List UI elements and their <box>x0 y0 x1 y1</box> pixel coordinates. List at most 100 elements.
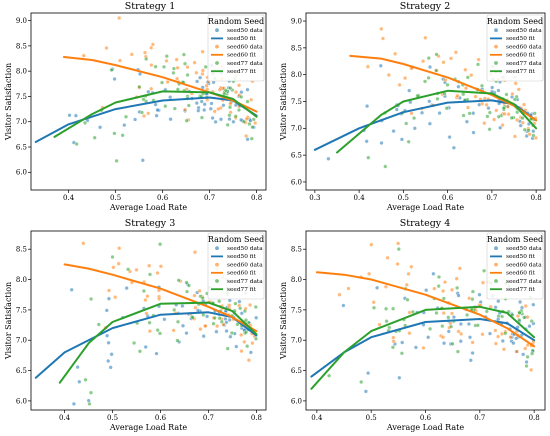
seed60-data-point <box>242 339 247 344</box>
seed77-data-point <box>181 52 186 57</box>
x-tick-label: 0.3 <box>309 194 320 202</box>
seed50-data-point <box>201 334 206 339</box>
legend-label: seed77 data <box>227 279 263 285</box>
seed60-data-point <box>506 112 511 117</box>
seed60-data-point <box>81 241 86 246</box>
seed50-data-point <box>231 119 236 124</box>
seed50-data-point <box>221 103 226 108</box>
seed60-data-point <box>171 328 176 333</box>
seed60-data-point <box>185 64 190 70</box>
seed60-data-point <box>244 116 249 121</box>
seed50-data-point <box>486 105 491 111</box>
seed60-data-point <box>441 60 446 65</box>
seed77-data-point <box>249 136 254 141</box>
seed50-data-point <box>67 113 72 118</box>
seed77-data-point <box>366 155 371 160</box>
seed77-data-point <box>147 272 153 277</box>
seed77-data-point <box>159 80 165 85</box>
seed77-data-point <box>445 82 450 87</box>
x-tick-label: 0.4 <box>311 414 323 422</box>
legend-label: seed60 fit <box>506 271 536 277</box>
seed60-data-point <box>441 311 446 316</box>
legend-label: seed50 data <box>506 246 542 252</box>
legend-title: Random Seed <box>487 235 543 244</box>
seed77-data-point <box>384 306 389 311</box>
seed60-data-point <box>192 60 197 65</box>
y-tick-label: 7.5 <box>16 306 27 314</box>
seed60-data-point <box>456 329 461 334</box>
seed50-data-point <box>168 117 173 122</box>
seed50-data-point <box>146 89 151 94</box>
seed50-data-point <box>202 102 207 107</box>
seed50-data-point <box>71 401 76 406</box>
seed60-data-point <box>443 77 448 83</box>
legend-label: seed60 fit <box>506 53 536 59</box>
seed60-data-point <box>442 280 448 285</box>
seed77-data-point <box>109 67 114 73</box>
seed50-data-point <box>124 286 129 291</box>
x-tick-label: 0.7 <box>204 194 215 202</box>
seed50-data-point <box>458 321 463 327</box>
seed50-data-point <box>239 311 244 316</box>
seed50-data-point <box>456 293 461 298</box>
seed60-data-point <box>371 300 376 305</box>
seed77-data-point <box>241 119 247 124</box>
seed77-data-point <box>449 324 454 329</box>
seed77-data-point <box>484 309 489 314</box>
seed77-data-point <box>161 64 167 69</box>
seed60-data-point <box>440 335 446 340</box>
seed77-data-point <box>434 52 439 57</box>
seed60-data-point <box>525 315 530 320</box>
seed50-data-point <box>69 287 74 292</box>
seed77-data-point <box>120 133 125 138</box>
legend-label: seed50 data <box>227 246 263 252</box>
seed50-data-point <box>106 340 111 345</box>
seed50-data-point <box>458 339 463 344</box>
seed60-data-point <box>203 323 208 329</box>
plot-area <box>310 241 536 394</box>
seed60-data-point <box>237 83 242 88</box>
legend-label: seed50 data <box>506 28 542 34</box>
legend-label: seed77 fit <box>506 287 536 293</box>
seed50-data-point <box>467 335 473 340</box>
seed77-data-point <box>475 323 480 328</box>
plot-area <box>34 15 258 163</box>
seed77-data-point <box>175 338 180 343</box>
seed77-data-point <box>455 349 460 354</box>
seed50-data-point <box>196 108 201 113</box>
seed60-data-point <box>403 75 408 81</box>
seed60-data-point <box>174 57 179 62</box>
seed77-data-point <box>479 83 485 88</box>
seed60-data-point <box>380 36 386 41</box>
x-tick-label: 0.7 <box>486 194 497 202</box>
seed60-data-point <box>492 117 497 122</box>
seed60-data-point <box>393 51 398 56</box>
seed60-data-point <box>212 109 217 114</box>
seed77-data-point <box>500 314 505 319</box>
seed77-fit-line <box>58 301 258 384</box>
seed77-data-point <box>428 326 433 331</box>
seed60-data-point <box>397 82 402 87</box>
seed60-data-point <box>527 132 532 137</box>
seed77-data-point <box>444 106 449 111</box>
seed77-data-point <box>88 390 94 395</box>
seed60-data-point <box>493 341 498 346</box>
seed50-data-point <box>378 63 383 68</box>
seed60-data-point <box>473 94 478 99</box>
seed77-data-point <box>405 297 410 302</box>
seed77-data-point <box>153 64 158 69</box>
seed60-data-point <box>193 305 198 310</box>
seed77-data-point <box>155 328 160 333</box>
x-tick-label: 0.4 <box>354 194 366 202</box>
chart-title: Strategy 2 <box>400 1 450 12</box>
axes-frame <box>30 230 267 411</box>
seed50-data-point <box>234 344 239 349</box>
seed60-data-point <box>144 311 149 316</box>
seed50-data-point <box>427 121 432 126</box>
legend-label: seed60 data <box>506 44 542 50</box>
seed50-data-point <box>133 117 138 122</box>
seed77-data-point <box>171 66 176 71</box>
seed77-data-point <box>233 114 238 119</box>
seed60-data-point <box>117 15 122 21</box>
